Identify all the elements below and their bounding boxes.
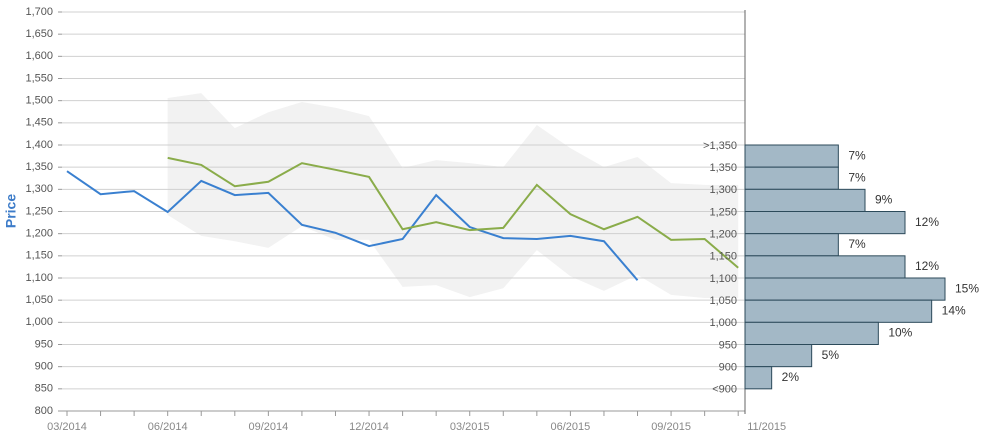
bin-label: 1,350 [709,162,737,174]
bar-value-label: 7% [848,148,866,162]
bar-value-label: 7% [848,170,866,184]
x-tick-label: 06/2014 [148,421,188,432]
x-tick-label: 03/2014 [47,421,87,432]
bin-label: 900 [719,362,737,374]
bin-label: 950 [719,339,737,351]
y-tick-label: 1,300 [25,183,53,195]
x-tick-label: 09/2015 [651,421,691,432]
y-tick-label: 1,100 [25,272,53,284]
y-tick-label: 1,550 [25,72,53,84]
y-tick-label: 1,150 [25,250,53,262]
bar-value-label: 14% [942,303,966,317]
bin-label: 1,050 [709,295,737,307]
line-series [66,170,639,281]
bin-label: 1,150 [709,251,737,263]
bin-label: 1,100 [709,273,737,285]
histogram-bar [744,366,773,390]
bin-label: >1,350 [703,140,737,152]
bin-label: 1,000 [709,317,737,329]
histogram-bar [744,321,879,346]
y-tick-label: 1,200 [25,228,53,240]
bar-value-label: 12% [915,215,939,229]
x-tick-label: 12/2014 [349,421,389,432]
histogram-bar [744,188,866,212]
bin-label: <900 [712,384,737,396]
y-tick-label: 1,700 [25,6,53,18]
histogram-bar [744,233,839,257]
bar-value-label: 15% [955,281,979,295]
y-tick-label: 1,500 [25,95,53,107]
histogram-bar [744,255,906,279]
y-tick-label: 800 [35,405,53,417]
y-tick-label: 1,650 [25,28,53,40]
histogram-bar [744,166,839,190]
y-tick-label: 850 [35,383,53,395]
bar-value-label: 10% [888,326,912,340]
bin-label: 1,200 [709,229,737,241]
bar-value-label: 2% [782,370,800,384]
range-band [167,93,739,298]
bar-value-label: 5% [822,348,840,362]
y-tick-label: 1,050 [25,294,53,306]
y-tick-label: 1,450 [25,117,53,129]
histogram-bar [744,277,946,301]
y-tick-label: 1,250 [25,205,53,217]
histogram-bar [744,299,933,323]
y-tick-label: 1,350 [25,161,53,173]
bin-label: 1,300 [709,184,737,196]
y-tick-label: 1,000 [25,316,53,328]
bin-label: 1,250 [709,206,737,218]
bar-value-label: 7% [848,237,866,251]
y-tick-label: 950 [35,338,53,350]
histogram-bar [744,211,906,235]
y-tick-label: 1,600 [25,50,53,62]
y-axis-label: Price [3,194,19,228]
y-tick-label: 900 [35,361,53,373]
bar-value-label: 9% [875,193,893,207]
line-series [167,156,739,269]
x-tick-label: 09/2014 [248,421,288,432]
bar-value-label: 12% [915,259,939,273]
histogram-bar [744,344,813,368]
y-tick-label: 1,400 [25,139,53,151]
x-tick-label: 03/2015 [450,421,490,432]
x-tick-label: 11/2015 [747,421,786,432]
x-tick-label: 06/2015 [551,421,591,432]
histogram-bar [744,144,839,168]
